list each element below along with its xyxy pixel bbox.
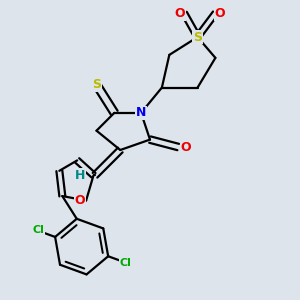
- Text: H: H: [75, 169, 85, 182]
- Text: S: S: [193, 31, 202, 44]
- Text: O: O: [174, 7, 185, 20]
- Text: N: N: [136, 106, 146, 119]
- Text: S: S: [92, 78, 101, 91]
- Text: O: O: [75, 194, 86, 207]
- Text: O: O: [180, 140, 191, 154]
- Text: O: O: [214, 7, 225, 20]
- Text: Cl: Cl: [32, 225, 44, 235]
- Text: Cl: Cl: [119, 258, 131, 268]
